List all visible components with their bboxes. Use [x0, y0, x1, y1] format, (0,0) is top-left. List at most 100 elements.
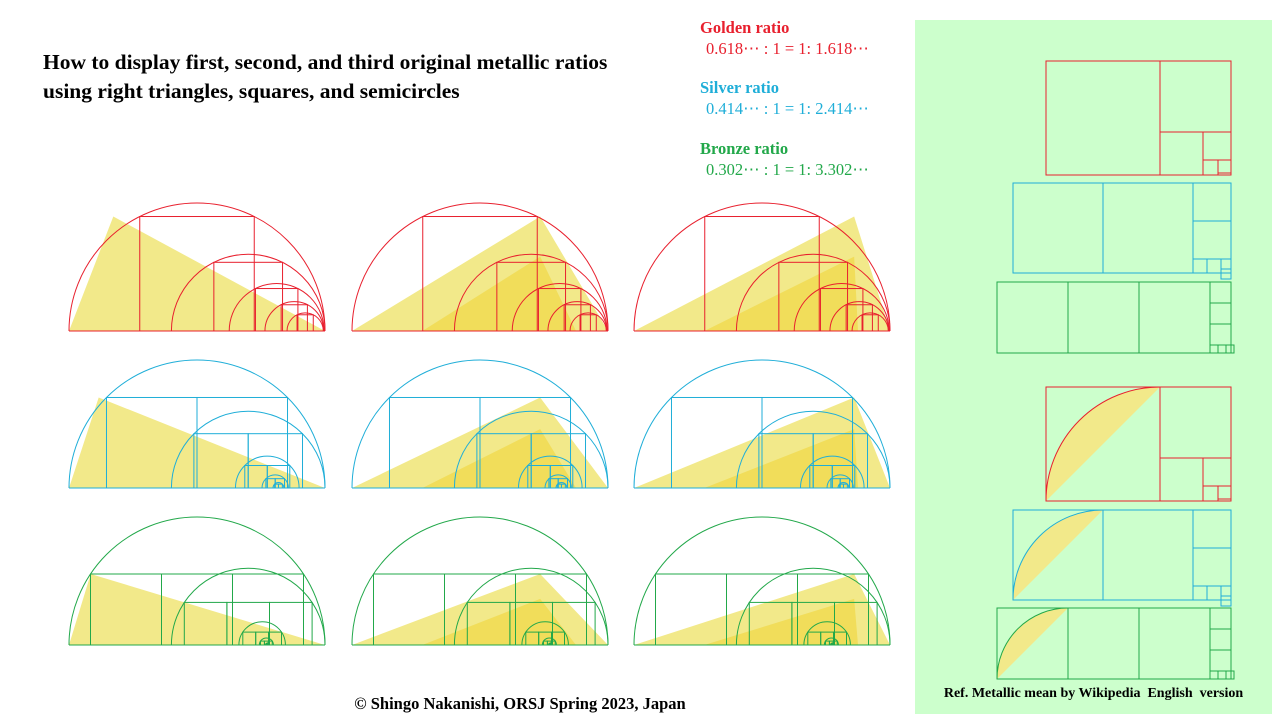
tile-square — [1202, 457, 1232, 487]
inner-semicircle — [286, 312, 324, 332]
inner-semicircle — [170, 567, 326, 646]
panel-4 — [351, 359, 609, 489]
inner-semicircle — [823, 637, 839, 646]
reference-note: Ref. Metallic mean by Wikipedia English … — [943, 686, 1244, 701]
silver-ratio-name: Silver ratio — [700, 78, 779, 97]
tile-square — [1220, 268, 1232, 280]
inner-semicircle — [517, 455, 583, 489]
tile-square — [1159, 60, 1232, 133]
inner-semicircle — [799, 455, 865, 489]
inner-semicircle — [272, 482, 285, 489]
small-square — [213, 261, 284, 332]
tile-square — [1220, 258, 1232, 270]
tile-square — [1202, 159, 1219, 176]
panel-2 — [633, 202, 891, 332]
panel-3 — [68, 359, 326, 489]
bronze-rectangle — [996, 281, 1235, 354]
outer-semicircle — [633, 359, 891, 489]
panel-1 — [351, 202, 609, 332]
panel-0 — [68, 202, 326, 332]
silver-ratio-equation: 0.414⋯ : 1 = 1: 2.414⋯ — [706, 99, 869, 118]
small-square — [560, 483, 566, 489]
inner-semicircle — [555, 482, 568, 489]
inner-semicircle — [793, 283, 890, 332]
small-square — [833, 601, 878, 646]
small-square — [579, 314, 597, 332]
bronze-spiral — [996, 607, 1235, 680]
inner-semicircle — [830, 642, 836, 646]
inner-semicircle — [238, 621, 286, 646]
inner-semicircle — [258, 637, 274, 646]
golden-spiral — [1045, 386, 1232, 502]
outer-semicircle — [351, 516, 609, 646]
golden-ratio-equation: 0.618⋯ : 1 = 1: 1.618⋯ — [706, 39, 869, 58]
tile-square — [1225, 344, 1235, 354]
outer-semicircle — [351, 359, 609, 489]
inner-semicircle — [851, 312, 889, 332]
small-square — [296, 314, 314, 332]
credit-line: © Shingo Nakanishi, ORSJ Spring 2023, Ja… — [354, 694, 686, 713]
inner-semicircle — [453, 410, 609, 489]
inner-semicircle — [735, 567, 891, 646]
golden-rectangle — [1045, 60, 1232, 176]
tile-square — [1217, 485, 1232, 500]
inner-semicircle — [170, 253, 326, 332]
tile-square — [1225, 670, 1235, 680]
tile-square — [1159, 131, 1204, 176]
small-square — [845, 304, 873, 332]
spiral-arc — [996, 607, 1069, 680]
inner-semicircle — [829, 301, 890, 332]
tile-square — [1102, 182, 1194, 274]
inner-semicircle — [541, 637, 557, 646]
inner-semicircle — [170, 410, 326, 489]
outer-semicircle — [68, 202, 326, 332]
tile-square — [1192, 258, 1208, 274]
panel-5 — [633, 359, 891, 489]
inner-semicircle — [521, 621, 569, 646]
small-square — [254, 288, 299, 332]
tile-square — [1202, 485, 1219, 502]
outer-semicircle — [351, 202, 609, 332]
panel-8 — [633, 516, 891, 646]
inner-semicircle — [264, 301, 325, 332]
inner-semicircle — [569, 312, 607, 332]
tile-square — [1159, 386, 1232, 459]
tile-square — [1209, 607, 1232, 630]
inner-semicircle — [735, 410, 891, 489]
tile-square — [996, 281, 1069, 354]
tile-square — [1102, 509, 1194, 601]
small-square — [842, 483, 848, 489]
small-square — [861, 314, 879, 332]
tile-square — [1192, 220, 1232, 260]
small-square — [277, 483, 283, 489]
inner-triangle — [704, 429, 858, 488]
bronze-ratio-equation: 0.302⋯ : 1 = 1: 3.302⋯ — [706, 160, 869, 179]
page-title: How to display first, second, and third … — [43, 48, 703, 106]
small-square — [496, 261, 567, 332]
silver-spiral — [1012, 509, 1232, 607]
small-square — [778, 261, 849, 332]
tile-square — [1220, 585, 1232, 597]
small-square — [819, 288, 864, 332]
panel-7 — [351, 516, 609, 646]
outer-semicircle — [633, 516, 891, 646]
spiral-arc — [1045, 386, 1161, 502]
inner-triangle — [422, 429, 576, 488]
inner-semicircle — [453, 567, 609, 646]
small-square — [563, 304, 591, 332]
inner-semicircle — [735, 253, 891, 332]
title-line-2: using right triangles, squares, and semi… — [43, 79, 460, 103]
inner-semicircle — [265, 642, 271, 646]
reference-panel: Ref. Metallic mean by Wikipedia English … — [915, 20, 1272, 714]
tile-square — [1206, 258, 1222, 274]
tile-square — [1209, 323, 1232, 346]
tile-square — [1012, 182, 1104, 274]
tile-square — [1192, 547, 1232, 587]
tile-square — [1192, 182, 1232, 222]
small-square — [551, 601, 596, 646]
tile-square — [1220, 595, 1232, 607]
tile-square — [1045, 60, 1161, 176]
title-line-1: How to display first, second, and third … — [43, 50, 608, 74]
inner-semicircle — [453, 253, 609, 332]
